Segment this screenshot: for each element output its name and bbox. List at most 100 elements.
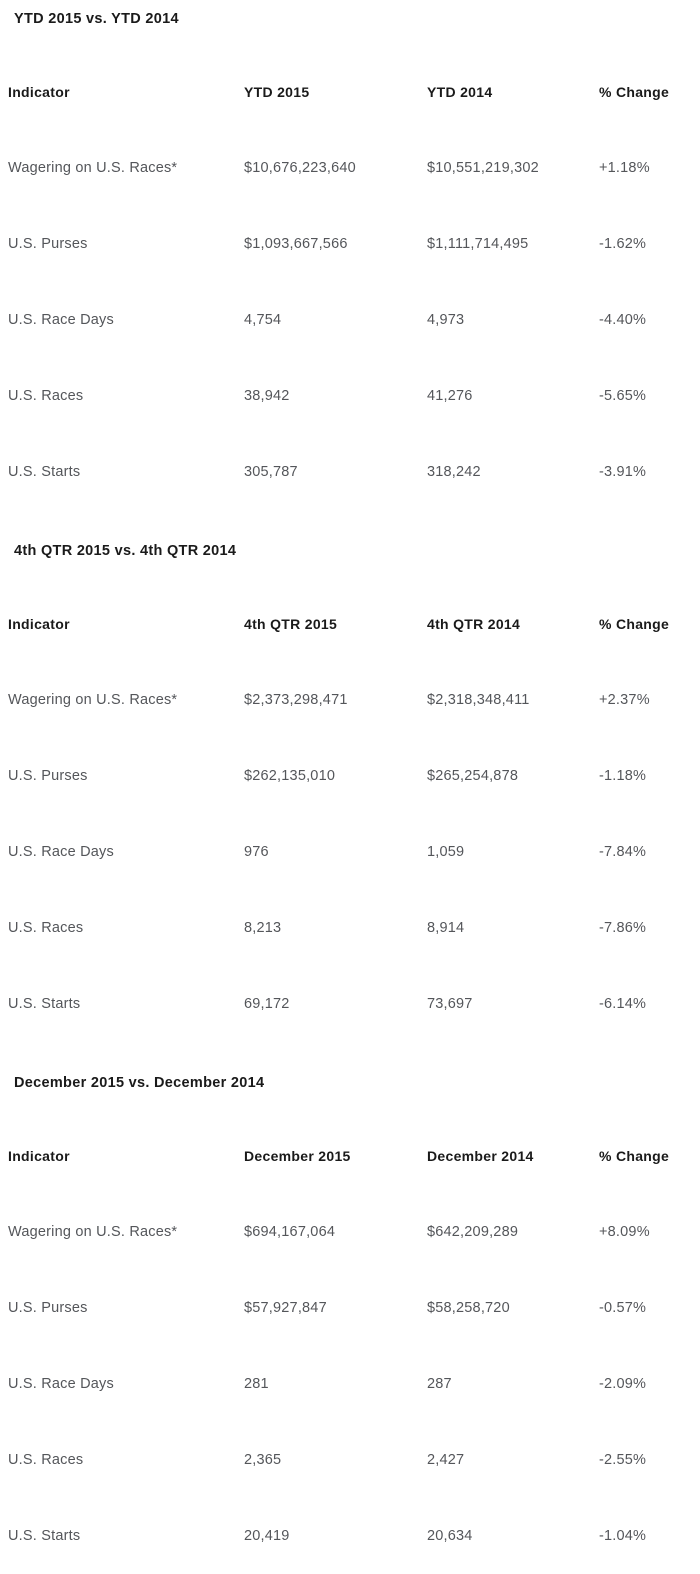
section-december: December 2015 vs. December 2014 Indicato… <box>0 1042 700 1574</box>
current-period-cell: $262,135,010 <box>244 768 336 784</box>
table-row: U.S. Race Days 4,754 4,973 -4.40% <box>0 282 700 358</box>
table-row: U.S. Races 2,365 2,427 -2.55% <box>0 1422 700 1498</box>
pct-change-cell: -7.86% <box>599 920 647 936</box>
current-period-cell: 2,365 <box>244 1452 282 1468</box>
pct-change-cell: -1.04% <box>599 1528 647 1544</box>
column-header-pct-change: % Change <box>599 84 670 100</box>
column-header-indicator: Indicator <box>8 616 70 632</box>
prior-period-cell: 287 <box>427 1376 452 1392</box>
indicator-cell: U.S. Starts <box>8 996 81 1012</box>
indicator-cell: Wagering on U.S. Races* <box>8 160 178 176</box>
pct-change-cell: +1.18% <box>599 160 650 176</box>
prior-period-cell: 41,276 <box>427 388 473 404</box>
indicator-cell: U.S. Race Days <box>8 312 114 328</box>
current-period-cell: $2,373,298,471 <box>244 692 348 708</box>
pct-change-cell: -1.18% <box>599 768 647 784</box>
column-header-prior-period: December 2014 <box>427 1148 534 1164</box>
table-row: Wagering on U.S. Races* $10,676,223,640 $1… <box>0 130 700 206</box>
column-header-current-period: December 2015 <box>244 1148 351 1164</box>
indicator-cell: U.S. Purses <box>8 236 88 252</box>
column-header-prior-period: YTD 2014 <box>427 84 493 100</box>
pct-change-cell: -3.91% <box>599 464 647 480</box>
prior-period-cell: $10,551,219,302 <box>427 160 539 176</box>
section-title: YTD 2015 vs. YTD 2014 <box>14 11 179 27</box>
prior-period-cell: $2,318,348,411 <box>427 692 530 708</box>
prior-period-cell: 73,697 <box>427 996 473 1012</box>
table-row: Wagering on U.S. Races* $2,373,298,471 $2,… <box>0 662 700 738</box>
table-header-row: Indicator 4th QTR 2015 4th QTR 2014 % Ch… <box>0 586 700 662</box>
section-4th-qtr: 4th QTR 2015 vs. 4th QTR 2014 Indicator … <box>0 510 700 1042</box>
column-header-indicator: Indicator <box>8 1148 70 1164</box>
table-row: Wagering on U.S. Races* $694,167,064 $642,… <box>0 1194 700 1270</box>
indicator-cell: U.S. Starts <box>8 464 81 480</box>
column-header-current-period: YTD 2015 <box>244 84 310 100</box>
prior-period-cell: 318,242 <box>427 464 481 480</box>
table-row: U.S. Starts 69,172 73,697 -6.14% <box>0 966 700 1042</box>
column-header-prior-period: 4th QTR 2014 <box>427 616 521 632</box>
indicator-cell: U.S. Races <box>8 388 84 404</box>
pct-change-cell: -2.55% <box>599 1452 647 1468</box>
table-header-row: Indicator December 2015 December 2014 % … <box>0 1118 700 1194</box>
column-header-pct-change: % Change <box>599 1148 670 1164</box>
stats-table: Indicator YTD 2015 YTD 2014 % Change Wag… <box>0 54 700 510</box>
pct-change-cell: -7.84% <box>599 844 647 860</box>
table-row: U.S. Purses $57,927,847 $58,258,720 -0.57% <box>0 1270 700 1346</box>
pct-change-cell: -1.62% <box>599 236 647 252</box>
pct-change-cell: +8.09% <box>599 1224 650 1240</box>
pct-change-cell: -4.40% <box>599 312 647 328</box>
table-row: U.S. Race Days 976 1,059 -7.84% <box>0 814 700 890</box>
indicator-cell: U.S. Race Days <box>8 1376 114 1392</box>
prior-period-cell: 2,427 <box>427 1452 465 1468</box>
indicator-cell: Wagering on U.S. Races* <box>8 1224 178 1240</box>
table-row: U.S. Races 8,213 8,914 -7.86% <box>0 890 700 966</box>
section-title: 4th QTR 2015 vs. 4th QTR 2014 <box>14 543 237 559</box>
column-header-pct-change: % Change <box>599 616 670 632</box>
prior-period-cell: 20,634 <box>427 1528 473 1544</box>
prior-period-cell: $265,254,878 <box>427 768 519 784</box>
pct-change-cell: -0.57% <box>599 1300 647 1316</box>
prior-period-cell: 8,914 <box>427 920 465 936</box>
table-row: U.S. Starts 20,419 20,634 -1.04% <box>0 1498 700 1574</box>
table-row: U.S. Races 38,942 41,276 -5.65% <box>0 358 700 434</box>
indicator-cell: U.S. Races <box>8 920 84 936</box>
pct-change-cell: +2.37% <box>599 692 650 708</box>
table-row: U.S. Purses $1,093,667,566 $1,111,714,495 -… <box>0 206 700 282</box>
table-row: U.S. Race Days 281 287 -2.09% <box>0 1346 700 1422</box>
current-period-cell: 4,754 <box>244 312 282 328</box>
pct-change-cell: -5.65% <box>599 388 647 404</box>
prior-period-cell: 1,059 <box>427 844 465 860</box>
indicator-cell: Wagering on U.S. Races* <box>8 692 178 708</box>
column-header-indicator: Indicator <box>8 84 70 100</box>
table-row: U.S. Purses $262,135,010 $265,254,878 -1.18… <box>0 738 700 814</box>
current-period-cell: 38,942 <box>244 388 290 404</box>
prior-period-cell: 4,973 <box>427 312 465 328</box>
prior-period-cell: $58,258,720 <box>427 1300 510 1316</box>
current-period-cell: 20,419 <box>244 1528 290 1544</box>
indicator-cell: U.S. Purses <box>8 768 88 784</box>
current-period-cell: 976 <box>244 844 269 860</box>
current-period-cell: 305,787 <box>244 464 298 480</box>
current-period-cell: $10,676,223,640 <box>244 160 356 176</box>
indicator-cell: U.S. Races <box>8 1452 84 1468</box>
stats-table: Indicator 4th QTR 2015 4th QTR 2014 % Ch… <box>0 586 700 1042</box>
section-title: December 2015 vs. December 2014 <box>14 1075 265 1091</box>
indicator-cell: U.S. Starts <box>8 1528 81 1544</box>
indicator-cell: U.S. Purses <box>8 1300 88 1316</box>
current-period-cell: $57,927,847 <box>244 1300 327 1316</box>
table-header-row: Indicator YTD 2015 YTD 2014 % Change <box>0 54 700 130</box>
current-period-cell: 281 <box>244 1376 269 1392</box>
current-period-cell: $694,167,064 <box>244 1224 336 1240</box>
prior-period-cell: $642,209,289 <box>427 1224 519 1240</box>
table-row: U.S. Starts 305,787 318,242 -3.91% <box>0 434 700 510</box>
indicator-cell: U.S. Race Days <box>8 844 114 860</box>
pct-change-cell: -2.09% <box>599 1376 647 1392</box>
column-header-current-period: 4th QTR 2015 <box>244 616 338 632</box>
section-ytd: YTD 2015 vs. YTD 2014 Indicator YTD 2015… <box>0 0 700 510</box>
stats-table: Indicator December 2015 December 2014 % … <box>0 1118 700 1574</box>
current-period-cell: $1,093,667,566 <box>244 236 348 252</box>
prior-period-cell: $1,111,714,495 <box>427 236 529 252</box>
pct-change-cell: -6.14% <box>599 996 647 1012</box>
current-period-cell: 8,213 <box>244 920 282 936</box>
current-period-cell: 69,172 <box>244 996 290 1012</box>
